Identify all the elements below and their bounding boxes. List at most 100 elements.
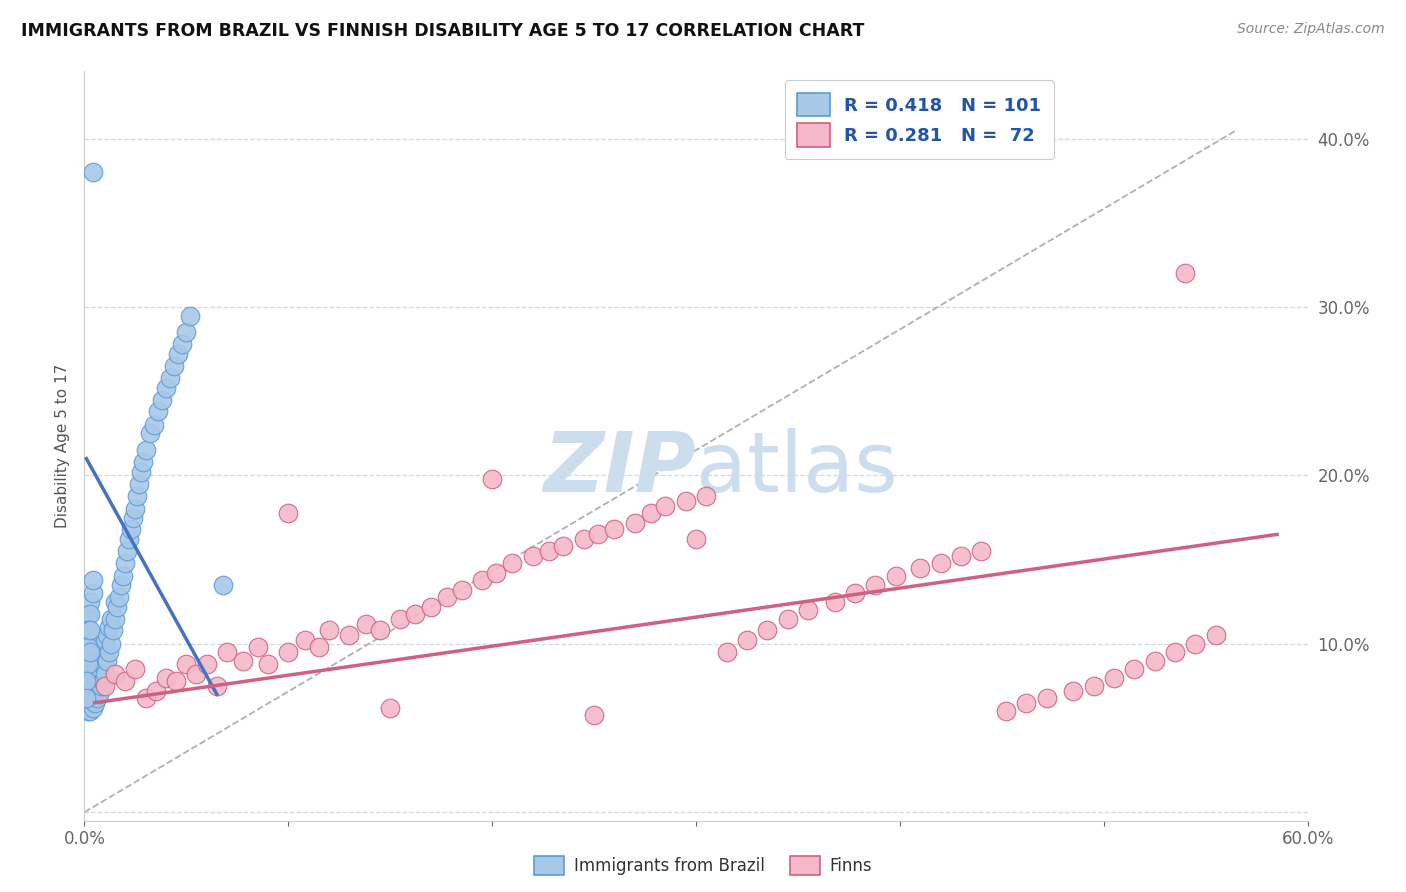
Point — [100, 637, 122, 651]
Point — [83, 667, 105, 681]
Point — [114, 556, 136, 570]
Point — [82, 694, 104, 708]
Point — [79, 704, 101, 718]
Point — [82, 657, 104, 671]
Point — [79, 673, 101, 688]
Point — [91, 673, 114, 688]
Point — [90, 637, 112, 651]
Point — [82, 586, 104, 600]
Point — [929, 556, 952, 570]
Point — [77, 624, 100, 638]
Point — [82, 165, 104, 179]
Point — [124, 502, 146, 516]
Point — [165, 673, 187, 688]
Point — [77, 704, 100, 718]
Point — [339, 628, 361, 642]
Point — [87, 645, 110, 659]
Point — [163, 359, 186, 373]
Point — [277, 506, 299, 520]
Point — [93, 633, 115, 648]
Point — [97, 620, 120, 634]
Point — [77, 657, 100, 671]
Point — [950, 549, 973, 564]
Point — [654, 499, 676, 513]
Point — [174, 657, 197, 671]
Point — [77, 607, 100, 621]
Point — [217, 645, 239, 659]
Point — [90, 650, 112, 665]
Point — [110, 578, 132, 592]
Point — [1015, 696, 1038, 710]
Y-axis label: Disability Age 5 to 17: Disability Age 5 to 17 — [55, 364, 70, 528]
Point — [485, 566, 508, 581]
Point — [77, 679, 100, 693]
Point — [735, 633, 758, 648]
Point — [970, 544, 993, 558]
Point — [1205, 628, 1227, 642]
Text: IMMIGRANTS FROM BRAZIL VS FINNISH DISABILITY AGE 5 TO 17 CORRELATION CHART: IMMIGRANTS FROM BRAZIL VS FINNISH DISABI… — [21, 22, 865, 40]
Point — [910, 561, 932, 575]
Point — [79, 645, 101, 659]
Point — [145, 684, 167, 698]
Point — [93, 679, 115, 693]
Point — [583, 707, 606, 722]
Point — [553, 539, 575, 553]
Point — [77, 671, 100, 685]
Point — [1062, 684, 1084, 698]
Point — [471, 573, 494, 587]
Text: ZIP: ZIP — [543, 428, 696, 509]
Point — [75, 671, 97, 685]
Point — [101, 624, 124, 638]
Point — [155, 381, 177, 395]
Point — [96, 654, 118, 668]
Point — [450, 582, 472, 597]
Point — [86, 690, 108, 705]
Point — [91, 657, 114, 671]
Point — [82, 687, 104, 701]
Point — [131, 465, 153, 479]
Point — [502, 556, 524, 570]
Point — [127, 489, 149, 503]
Point — [640, 506, 662, 520]
Point — [695, 489, 717, 503]
Point — [232, 654, 254, 668]
Point — [104, 667, 127, 681]
Point — [994, 704, 1017, 718]
Point — [150, 392, 173, 407]
Point — [132, 455, 155, 469]
Point — [420, 599, 443, 614]
Point — [104, 595, 127, 609]
Point — [87, 660, 110, 674]
Point — [186, 667, 208, 681]
Text: Source: ZipAtlas.com: Source: ZipAtlas.com — [1237, 22, 1385, 37]
Point — [91, 640, 114, 655]
Point — [1102, 671, 1125, 685]
Point — [75, 684, 97, 698]
Point — [865, 578, 887, 592]
Point — [481, 472, 503, 486]
Point — [79, 696, 101, 710]
Point — [79, 657, 101, 671]
Point — [82, 645, 104, 659]
Point — [380, 701, 402, 715]
Point — [354, 616, 377, 631]
Point — [586, 527, 609, 541]
Point — [77, 687, 100, 701]
Point — [1123, 662, 1146, 676]
Point — [112, 569, 135, 583]
Point — [86, 671, 108, 685]
Point — [118, 533, 141, 547]
Point — [212, 578, 235, 592]
Point — [105, 599, 128, 614]
Point — [77, 640, 100, 655]
Point — [104, 611, 127, 625]
Point — [75, 679, 97, 693]
Point — [1035, 690, 1057, 705]
Point — [1164, 645, 1187, 659]
Point — [82, 701, 104, 715]
Point — [93, 650, 115, 665]
Point — [675, 493, 697, 508]
Point — [108, 590, 131, 604]
Point — [77, 696, 100, 710]
Point — [83, 657, 105, 671]
